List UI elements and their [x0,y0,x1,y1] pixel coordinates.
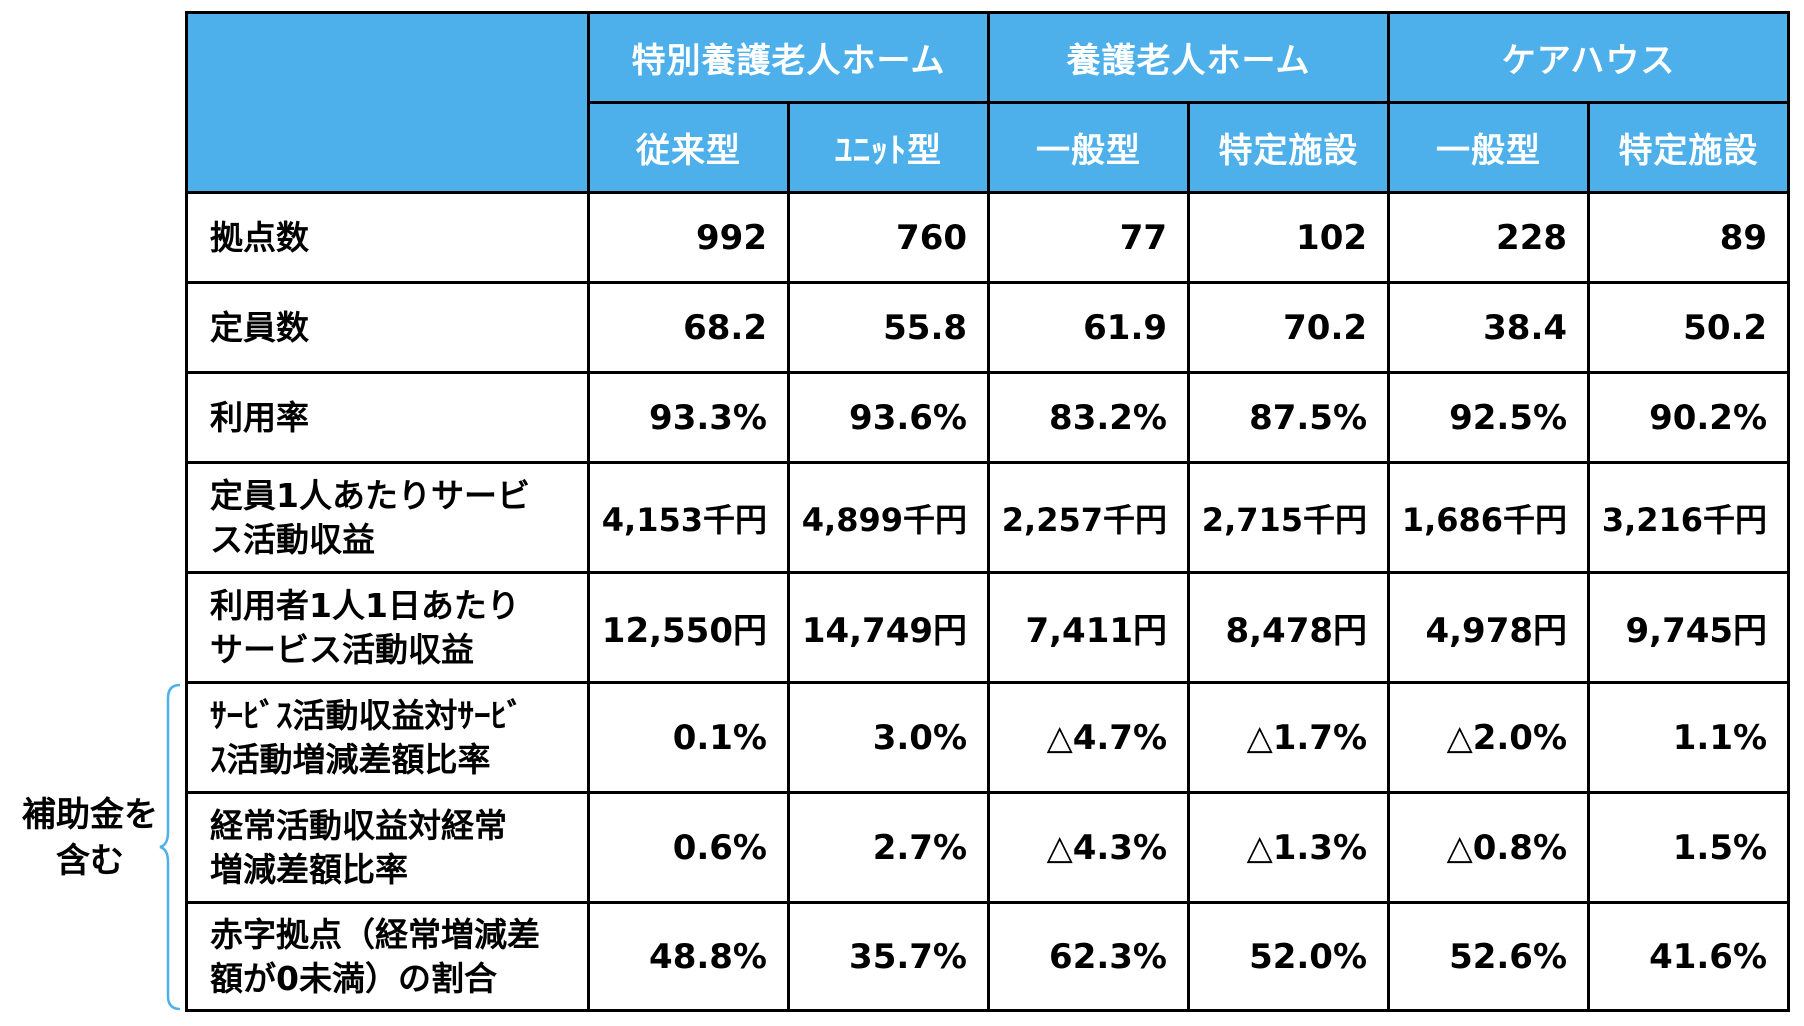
header-subtype: 一般型 [1387,101,1591,194]
value-cell: 92.5% [1387,371,1591,464]
row-label: 定員1人あたりサービ ス活動収益 [185,461,590,574]
table-row: 利用者1人1日あたり サービス活動収益 12,550円 14,749円 7,411… [185,571,1791,684]
header-group-row: 特別養護老人ホーム 養護老人ホーム ケアハウス [185,11,1791,194]
table-row: ｻｰﾋﾞｽ活動収益対ｻｰﾋﾞ ｽ活動増減差額比率 0.1% 3.0% △4.7% … [185,681,1791,794]
value-cell: 35.7% [786,901,991,1012]
value-cell: 102 [1187,191,1391,284]
value-cell: △1.3% [1187,791,1391,904]
row-label-line: サービス活動収益 [210,629,474,669]
value-cell: 2,257千円 [987,461,1191,574]
row-label-line: ｻｰﾋﾞｽ活動収益対ｻｰﾋﾞ [210,695,524,735]
value-cell: 52.6% [1387,901,1591,1012]
value-cell: 760 [786,191,991,284]
value-cell: △1.7% [1187,681,1391,794]
value-cell: 4,978円 [1387,571,1591,684]
value-cell: 61.9 [987,281,1191,374]
value-cell: 93.6% [786,371,991,464]
row-label: 経常活動収益対経常 増減差額比率 [185,791,590,904]
value-cell: 87.5% [1187,371,1391,464]
row-label-line: 額が0未満）の割合 [210,958,497,998]
value-cell: 2,715千円 [1187,461,1391,574]
row-label: ｻｰﾋﾞｽ活動収益対ｻｰﾋﾞ ｽ活動増減差額比率 [185,681,590,794]
table-row: 利用率 93.3% 93.6% 83.2% 87.5% 92.5% 90.2% [185,371,1791,464]
value-cell: 77 [987,191,1191,284]
row-label-line: 定員1人あたりサービ [210,475,530,515]
subsidy-note: 補助金を 含む [10,792,170,884]
row-label: 赤字拠点（経常増減差 額が0未満）の割合 [185,901,590,1012]
value-cell: 12,550円 [587,571,790,684]
value-cell: 3,216千円 [1587,461,1791,574]
table-row: 経常活動収益対経常 増減差額比率 0.6% 2.7% △4.3% △1.3% △0… [185,791,1791,904]
value-cell: 89 [1587,191,1791,284]
row-label-line: 増減差額比率 [210,849,408,889]
value-cell: 62.3% [987,901,1191,1012]
value-cell: 0.6% [587,791,790,904]
value-cell: 93.3% [587,371,790,464]
value-cell: 83.2% [987,371,1191,464]
value-cell: 8,478円 [1187,571,1391,684]
value-cell: 4,899千円 [786,461,991,574]
table-row: 赤字拠点（経常増減差 額が0未満）の割合 48.8% 35.7% 62.3% 52… [185,901,1791,1012]
brace-bracket-icon [159,683,181,1011]
value-cell: 50.2 [1587,281,1791,374]
header-subtype: 従来型 [587,101,790,194]
value-cell: 4,153千円 [587,461,790,574]
table-row: 定員1人あたりサービ ス活動収益 4,153千円 4,899千円 2,257千円 … [185,461,1791,574]
header-group-yougo: 養護老人ホーム [987,11,1391,104]
value-cell: △4.7% [987,681,1191,794]
header-subtype: 一般型 [987,101,1191,194]
header-subtype-row: 従来型 ﾕﾆｯﾄ型 一般型 特定施設 一般型 特定施設 [187,101,1791,194]
value-cell: 1,686千円 [1387,461,1591,574]
table-row: 拠点数 992 760 77 102 228 89 [185,191,1791,284]
row-label: 利用者1人1日あたり サービス活動収益 [185,571,590,684]
header-corner-cell [185,11,590,194]
row-label: 拠点数 [185,191,590,284]
header-group-tokuyou: 特別養護老人ホーム [586,11,991,104]
header-subtype: 特定施設 [1187,101,1391,194]
value-cell: 1.1% [1587,681,1791,794]
value-cell: 228 [1387,191,1591,284]
row-label: 定員数 [185,281,590,374]
row-label-line: 利用者1人1日あたり [210,585,520,625]
subsidy-note-line: 補助金を [22,795,158,835]
subsidy-note-line: 含む [56,841,124,881]
value-cell: 1.5% [1587,791,1791,904]
table-row: 定員数 68.2 55.8 61.9 70.2 38.4 50.2 [185,281,1791,374]
facility-stats-table: 特別養護老人ホーム 養護老人ホーム ケアハウス 従来型 ﾕﾆｯﾄ型 一般型 特定… [185,11,1791,1012]
value-cell: 9,745円 [1587,571,1791,684]
value-cell: △2.0% [1387,681,1591,794]
value-cell: 68.2 [587,281,790,374]
value-cell: 38.4 [1387,281,1591,374]
value-cell: 70.2 [1187,281,1391,374]
value-cell: 7,411円 [987,571,1191,684]
row-label-line: 経常活動収益対経常 [210,805,507,845]
header-group-carehouse: ケアハウス [1387,11,1791,104]
value-cell: 90.2% [1587,371,1791,464]
value-cell: 52.0% [1187,901,1391,1012]
header-subtype: 特定施設 [1587,101,1791,194]
value-cell: △4.3% [987,791,1191,904]
row-label: 利用率 [185,371,590,464]
row-label-line: 赤字拠点（経常増減差 [210,914,540,954]
value-cell: △0.8% [1387,791,1591,904]
value-cell: 55.8 [786,281,991,374]
value-cell: 14,749円 [786,571,991,684]
header-subtype: ﾕﾆｯﾄ型 [786,101,991,194]
value-cell: 41.6% [1587,901,1791,1012]
value-cell: 48.8% [587,901,790,1012]
value-cell: 3.0% [786,681,991,794]
value-cell: 0.1% [587,681,790,794]
row-label-line: ｽ活動増減差額比率 [210,739,491,779]
row-label-line: ス活動収益 [210,519,375,559]
value-cell: 992 [587,191,790,284]
value-cell: 2.7% [786,791,991,904]
